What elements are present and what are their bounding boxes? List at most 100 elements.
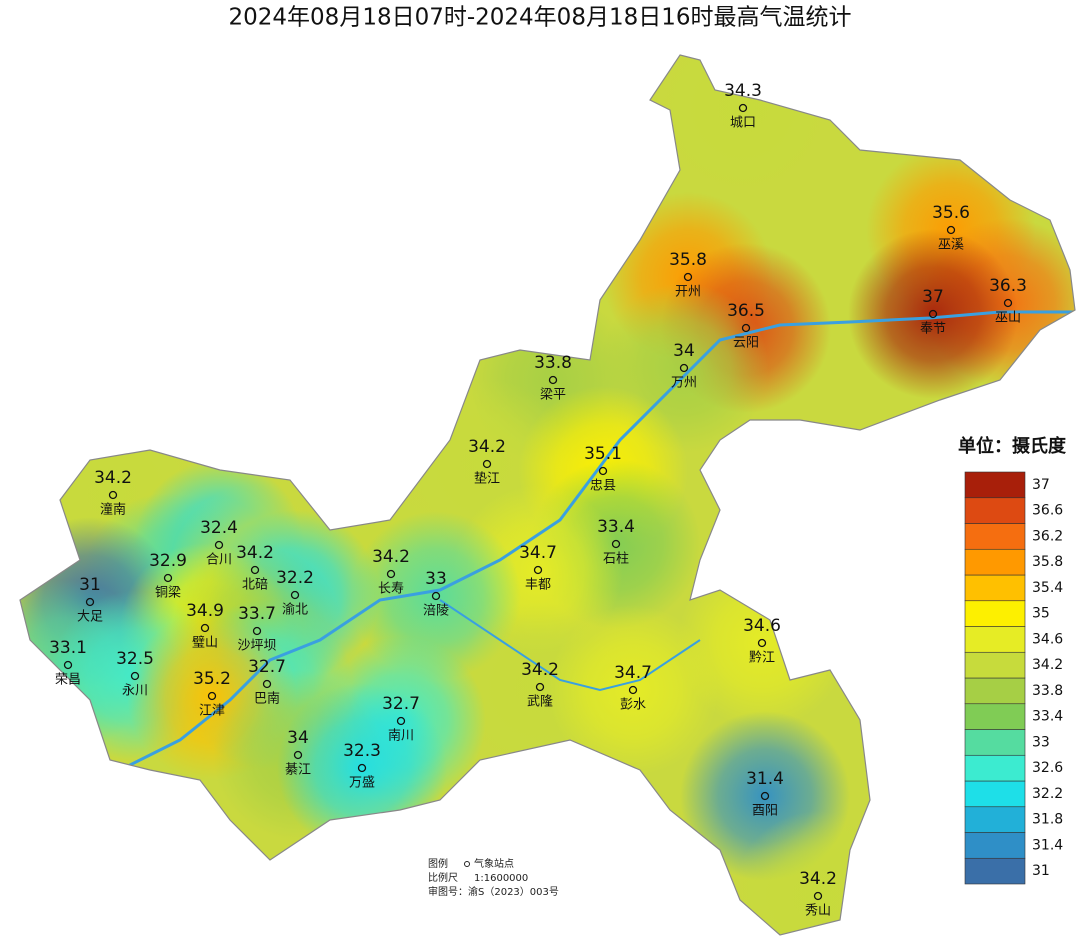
station-name: 忠县 bbox=[590, 479, 616, 494]
station-value: 33.7 bbox=[238, 604, 276, 624]
value-field bbox=[548, 605, 718, 775]
temperature-field bbox=[20, 55, 1075, 935]
station-value: 32.9 bbox=[149, 551, 187, 571]
station-name: 璧山 bbox=[192, 635, 218, 651]
legend-swatch bbox=[964, 523, 1026, 550]
station-marker bbox=[946, 225, 956, 235]
legend-label: 31 bbox=[1032, 863, 1050, 879]
station-value: 34 bbox=[287, 728, 309, 748]
scale: 1:1600000 bbox=[474, 873, 528, 884]
station-value: 36.5 bbox=[727, 301, 765, 321]
station-marker bbox=[290, 590, 300, 600]
station-value: 34.9 bbox=[186, 601, 224, 621]
river bbox=[439, 599, 701, 692]
station-value: 32.5 bbox=[116, 649, 154, 669]
station-marker bbox=[548, 375, 558, 385]
station-name: 南川 bbox=[388, 728, 414, 744]
station-name: 渝北 bbox=[282, 602, 308, 618]
station-marker bbox=[262, 679, 272, 689]
station-value: 32.7 bbox=[248, 657, 286, 677]
station-value: 34.7 bbox=[519, 543, 557, 563]
scale-label: 比例尺 bbox=[428, 871, 458, 884]
station-value: 32.4 bbox=[200, 518, 238, 538]
legend-label: 33.4 bbox=[1032, 709, 1063, 725]
station-name: 奉节 bbox=[920, 322, 946, 337]
legend-label: 35.4 bbox=[1032, 580, 1063, 596]
legend-label: 32.2 bbox=[1032, 786, 1063, 802]
station-marker bbox=[533, 565, 543, 575]
station-marker bbox=[214, 540, 224, 550]
legend-label: 34.2 bbox=[1032, 657, 1063, 673]
station-name: 城口 bbox=[730, 116, 756, 131]
station-name: 北碚 bbox=[242, 578, 268, 593]
station-marker bbox=[431, 591, 441, 601]
station-marker bbox=[252, 626, 262, 636]
station-value: 34.7 bbox=[614, 663, 652, 683]
station-value: 34.3 bbox=[724, 81, 762, 101]
station-name: 开州 bbox=[675, 285, 701, 300]
station-marker bbox=[628, 685, 638, 695]
station-value: 32.7 bbox=[382, 694, 420, 714]
station-value: 32.3 bbox=[343, 741, 381, 761]
station-marker bbox=[683, 272, 693, 282]
station-name: 大足 bbox=[77, 610, 103, 625]
station-marker bbox=[679, 363, 689, 373]
station-marker bbox=[738, 103, 748, 113]
station-value: 35.6 bbox=[932, 203, 970, 223]
station-marker bbox=[293, 750, 303, 760]
station-value: 34.2 bbox=[236, 543, 274, 563]
station-name: 长寿 bbox=[378, 582, 404, 597]
approval: 审图号：渝S（2023）003号 bbox=[428, 885, 559, 898]
legend-swatch bbox=[964, 574, 1026, 602]
station-value: 35.2 bbox=[193, 669, 231, 689]
station-marker bbox=[357, 763, 367, 773]
station-name: 巴南 bbox=[254, 691, 280, 707]
station-name: 垫江 bbox=[474, 471, 500, 487]
legend-label: 35.8 bbox=[1032, 554, 1063, 570]
station-value: 34.6 bbox=[743, 616, 781, 636]
station-value: 34.2 bbox=[468, 437, 506, 457]
station-marker bbox=[757, 638, 767, 648]
station-name: 巫溪 bbox=[938, 238, 964, 253]
station-value: 35.1 bbox=[584, 444, 622, 464]
station-marker bbox=[611, 539, 621, 549]
legend-label: 36.6 bbox=[1032, 503, 1063, 519]
station-name: 沙坪坝 bbox=[237, 639, 276, 654]
value-field bbox=[848, 229, 1018, 399]
station-marker bbox=[386, 569, 396, 579]
station-name: 黔江 bbox=[749, 651, 775, 666]
station-value: 34.2 bbox=[799, 869, 837, 889]
station-symbol bbox=[464, 861, 470, 867]
station-value: 37 bbox=[922, 287, 944, 307]
station-value: 33.4 bbox=[597, 517, 635, 537]
station-marker bbox=[108, 490, 118, 500]
station-name: 云阳 bbox=[733, 336, 759, 351]
station-note: 气象站点 bbox=[474, 857, 514, 870]
legend-swatch bbox=[964, 548, 1026, 576]
station-name: 潼南 bbox=[100, 502, 126, 518]
station-value: 34.2 bbox=[372, 547, 410, 567]
legend-swatch bbox=[964, 677, 1026, 705]
legend-label: 33 bbox=[1032, 734, 1050, 750]
station-value: 31 bbox=[79, 575, 101, 595]
legend-label: 31.8 bbox=[1032, 812, 1063, 828]
station-value: 33.8 bbox=[534, 353, 572, 373]
station-value: 33.1 bbox=[49, 638, 87, 658]
border bbox=[19, 54, 1076, 936]
station-marker bbox=[741, 323, 751, 333]
legend-swatch bbox=[964, 729, 1026, 756]
station-marker bbox=[250, 565, 260, 575]
legend-swatch bbox=[964, 857, 1026, 885]
station-marker bbox=[85, 597, 95, 607]
station-value: 36.3 bbox=[989, 276, 1027, 296]
legend-swatch bbox=[964, 832, 1026, 859]
legend-label: 36.2 bbox=[1032, 528, 1063, 544]
legend-swatch bbox=[964, 600, 1026, 627]
legend-label: 35 bbox=[1032, 606, 1050, 622]
station-name: 铜梁 bbox=[155, 586, 181, 601]
legend-label: 34.6 bbox=[1032, 631, 1063, 647]
station-marker bbox=[598, 466, 608, 476]
station-marker bbox=[760, 791, 770, 801]
value-field bbox=[658, 55, 828, 193]
